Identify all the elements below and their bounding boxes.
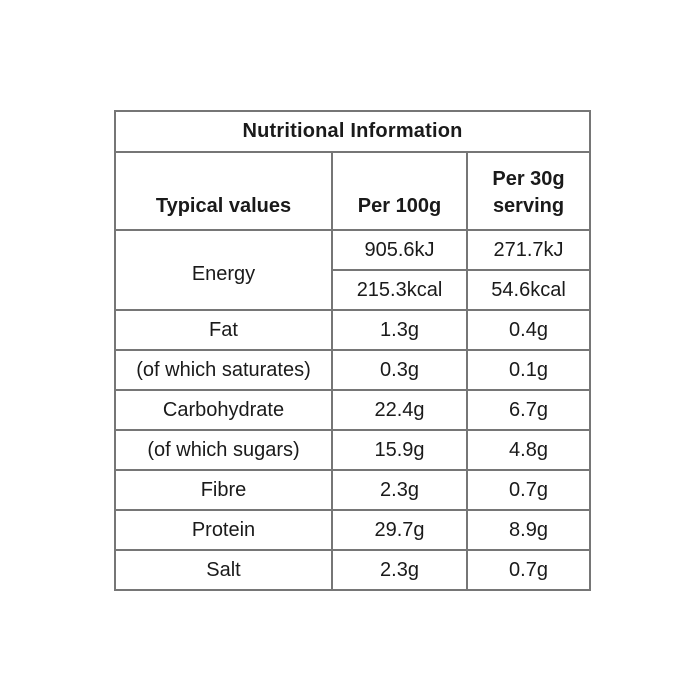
salt-per-30g: 0.7g: [465, 549, 592, 591]
table-row-salt: Salt 2.3g 0.7g: [114, 549, 592, 591]
table-row-protein: Protein 29.7g 8.9g: [114, 509, 592, 551]
sugars-per-100g: 15.9g: [331, 429, 468, 471]
fibre-per-100g: 2.3g: [331, 469, 468, 511]
row-label-sugars: (of which sugars): [114, 429, 333, 471]
energy-kj-per-30g: 271.7kJ: [465, 229, 592, 271]
table-row-energy-kj: Energy 905.6kJ 271.7kJ: [114, 229, 592, 311]
table-row-fat: Fat 1.3g 0.4g: [114, 309, 592, 351]
table-row-sugars: (of which sugars) 15.9g 4.8g: [114, 429, 592, 471]
table-row-saturates: (of which saturates) 0.3g 0.1g: [114, 349, 592, 391]
table-title-row: Nutritional Information: [113, 110, 592, 153]
row-label-saturates: (of which saturates): [114, 349, 333, 391]
row-label-fibre: Fibre: [114, 469, 333, 511]
table-row-fibre: Fibre 2.3g 0.7g: [114, 469, 592, 511]
protein-per-100g: 29.7g: [331, 509, 468, 551]
nutrition-table: Nutritional Information Typical values P…: [113, 110, 592, 591]
row-label-energy: Energy: [114, 229, 333, 311]
fibre-per-30g: 0.7g: [465, 469, 592, 511]
row-label-protein: Protein: [114, 509, 333, 551]
header-per-100g: Per 100g: [331, 151, 468, 231]
fat-per-100g: 1.3g: [331, 309, 468, 351]
header-per-30g-serving: Per 30g serving: [465, 151, 592, 231]
energy-kj-per-100g: 905.6kJ: [331, 229, 468, 271]
fat-per-30g: 0.4g: [465, 309, 592, 351]
row-label-salt: Salt: [114, 549, 333, 591]
saturates-per-100g: 0.3g: [331, 349, 468, 391]
table-row-carbohydrate: Carbohydrate 22.4g 6.7g: [114, 389, 592, 431]
carbohydrate-per-100g: 22.4g: [331, 389, 468, 431]
carbohydrate-per-30g: 6.7g: [465, 389, 592, 431]
table-row-energy-kcal: 215.3kcal 54.6kcal: [115, 269, 592, 311]
row-label-fat: Fat: [114, 309, 333, 351]
salt-per-100g: 2.3g: [331, 549, 468, 591]
header-typical-values: Typical values: [114, 151, 333, 231]
protein-per-30g: 8.9g: [465, 509, 592, 551]
saturates-per-30g: 0.1g: [465, 349, 592, 391]
table-title: Nutritional Information: [113, 110, 592, 153]
row-label-carbohydrate: Carbohydrate: [114, 389, 333, 431]
table-header-row: Typical values Per 100g Per 30g serving: [114, 151, 592, 231]
energy-kcal-per-100g: 215.3kcal: [331, 269, 468, 311]
energy-kcal-per-30g: 54.6kcal: [465, 269, 592, 311]
sugars-per-30g: 4.8g: [465, 429, 592, 471]
